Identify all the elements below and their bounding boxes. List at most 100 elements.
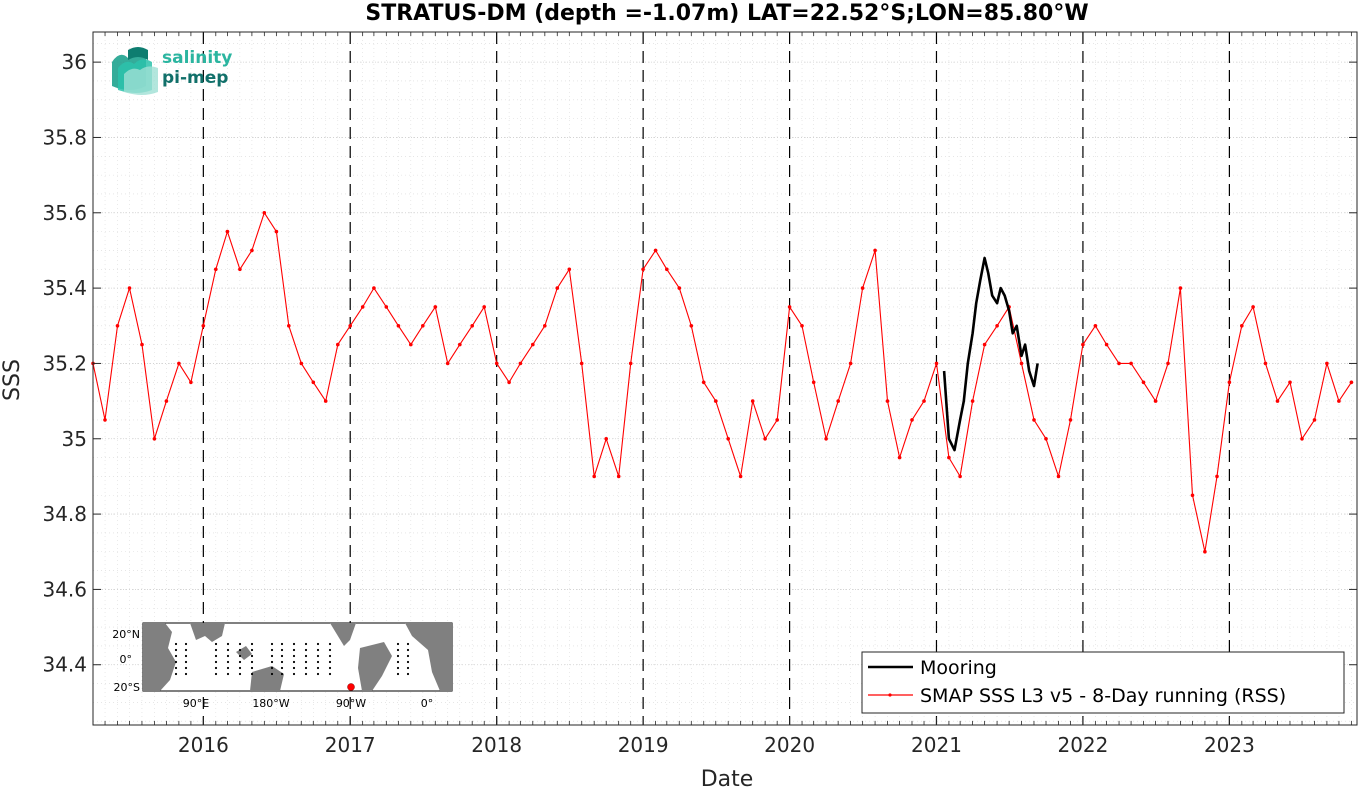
station-dot [280, 666, 284, 670]
station-dot [406, 642, 410, 646]
station-dot [214, 660, 218, 664]
station-dot [226, 672, 230, 676]
station-dot [280, 654, 284, 658]
data-point [115, 324, 120, 328]
inset-lon-label-90e: 90°E [183, 697, 209, 710]
data-point [152, 437, 157, 441]
station-dot [270, 654, 274, 658]
data-point [1263, 361, 1268, 366]
data-point [641, 267, 645, 272]
station-dot [280, 648, 284, 652]
station-dot [214, 672, 218, 676]
data-point [311, 380, 316, 385]
x-tick-label: 2016 [178, 733, 229, 757]
chart-title: STRATUS-DM (depth =-1.07m) LAT=22.52°S;L… [365, 1, 1088, 26]
data-point [1275, 399, 1280, 403]
data-point [873, 248, 877, 253]
station-dot [406, 654, 410, 658]
data-point [1141, 380, 1146, 385]
data-point [348, 324, 353, 328]
year-dashed-lines [202, 32, 1230, 725]
station-dot [396, 642, 400, 646]
inset-land [143, 623, 452, 691]
data-point [616, 474, 621, 479]
station-dot [316, 654, 320, 658]
data-point [470, 324, 475, 328]
data-point [299, 361, 304, 366]
data-point [1081, 342, 1085, 347]
legend: Mooring SMAP SSS L3 v5 - 8-Day running (… [861, 651, 1345, 714]
inset-lat-label-20s: 20°S [114, 681, 140, 694]
data-point [177, 361, 181, 366]
station-dot [238, 648, 242, 652]
inset-lat-label-20n: 20°N [112, 628, 140, 641]
y-tick-label: 34.4 [42, 653, 87, 677]
y-axis-ticks: 34.4 34.6 34.8 35 35.2 35.4 35.6 35.8 36 [42, 50, 1357, 677]
station-dot [316, 666, 320, 670]
data-point [507, 380, 511, 385]
data-point [897, 455, 902, 460]
station-dot [292, 642, 296, 646]
data-point [262, 211, 267, 215]
data-point [787, 305, 792, 309]
data-point [738, 474, 743, 479]
series-line-smap [92, 212, 1352, 553]
data-point [763, 437, 767, 441]
data-point [164, 399, 169, 403]
data-point [592, 474, 596, 479]
data-point [336, 342, 340, 347]
station-dot [328, 672, 332, 676]
data-point [1300, 437, 1304, 441]
data-point [372, 286, 376, 290]
data-point [103, 418, 107, 422]
data-point [836, 399, 840, 403]
station-dot [396, 666, 400, 670]
station-dot [292, 654, 296, 658]
data-point [848, 361, 853, 366]
data-point [970, 399, 975, 403]
data-point [1093, 324, 1098, 328]
station-dot [250, 648, 254, 652]
plot-area [93, 32, 1357, 725]
data-point [1104, 342, 1109, 347]
series-layer [91, 211, 1354, 554]
station-dot [174, 642, 178, 646]
station-dot [184, 666, 188, 670]
data-point [1068, 418, 1073, 422]
minor-grid [92, 32, 1357, 725]
data-point [287, 324, 291, 328]
station-dot [238, 666, 242, 670]
data-point [811, 380, 816, 385]
station-dot [226, 660, 230, 664]
station-dot [238, 660, 242, 664]
x-tick-label: 2020 [764, 733, 815, 757]
x-tick-label: 2019 [618, 733, 669, 757]
station-dot [226, 654, 230, 658]
station-dot [270, 648, 274, 652]
station-dot [174, 660, 178, 664]
data-point [714, 399, 718, 403]
station-dot [238, 654, 242, 658]
plot-frame [92, 31, 1358, 726]
station-dot [184, 648, 188, 652]
station-dot [316, 660, 320, 664]
data-point [1227, 380, 1232, 385]
station-dot [280, 672, 284, 676]
data-point [665, 267, 669, 272]
data-point [750, 399, 755, 403]
data-point [934, 361, 939, 366]
data-point [701, 380, 706, 385]
station-dot [174, 648, 178, 652]
legend-marker-smap [888, 693, 892, 697]
x-axis-ticks: 2016 2017 2018 2019 2020 2021 2022 2023 [92, 32, 1352, 757]
data-point [1019, 361, 1024, 366]
data-point [1312, 418, 1317, 422]
data-point [214, 267, 218, 272]
data-point [1325, 361, 1329, 366]
data-point [445, 361, 450, 366]
station-dot [214, 642, 218, 646]
station-dot [270, 672, 274, 676]
data-point [653, 248, 658, 253]
y-axis-label: SSS [0, 359, 25, 401]
inset-lon-label-180w: 180°W [252, 697, 289, 710]
